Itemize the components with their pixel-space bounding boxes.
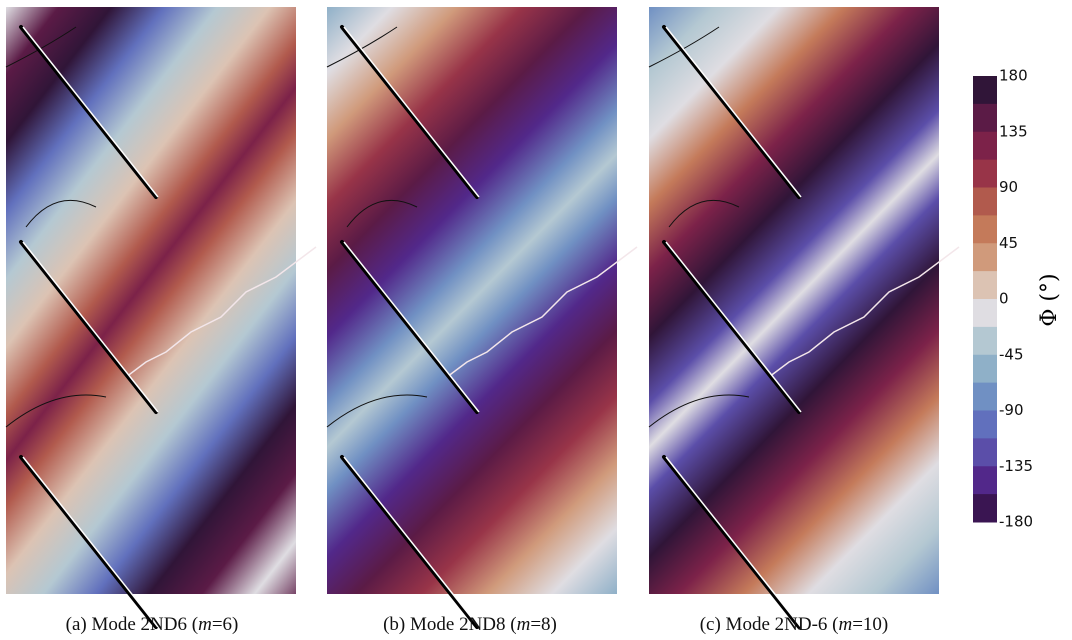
colorbar-tick-label: 0 <box>999 290 1009 308</box>
caption: (c) Mode 2ND-6 (m=10) <box>700 614 889 635</box>
caption-part: (c) Mode 2ND-6 ( <box>700 614 839 635</box>
colorbar-tick-label: -135 <box>999 457 1033 475</box>
colorbar-band <box>973 243 997 272</box>
phase-jump-line <box>125 246 317 378</box>
blade <box>662 240 801 414</box>
contour-line <box>5 26 107 428</box>
caption-part: =6) <box>212 614 239 635</box>
colorbar-band <box>973 271 997 300</box>
colorbar-band <box>973 215 997 244</box>
colorbar-tick-label: -90 <box>999 401 1024 419</box>
caption-part: (b) Mode 2ND8 ( <box>383 614 517 635</box>
colorbar-band <box>973 187 997 216</box>
phase-field <box>649 7 939 594</box>
blade <box>340 25 479 199</box>
colorbar-band <box>973 103 997 133</box>
blade <box>19 25 158 199</box>
phase-field <box>327 7 617 594</box>
colorbar-band <box>973 326 997 356</box>
blade-edge <box>343 456 480 628</box>
contour-line <box>326 26 428 428</box>
colorbar-band <box>973 438 997 467</box>
colorbar-band <box>973 494 997 523</box>
panels: (a) Mode 2ND6 (m=6) (b) Mode 2ND8 (m=8) (c… <box>5 7 960 635</box>
colorbar-tick-label: 135 <box>999 122 1028 140</box>
blade <box>662 455 801 629</box>
colorbar-tick-label: -45 <box>999 345 1024 363</box>
contour-panel: (b) Mode 2ND8 (m=8) <box>326 7 638 635</box>
caption-part: =10) <box>852 614 888 635</box>
blade-edge <box>665 241 802 413</box>
colorbar-tick-label: 180 <box>999 67 1028 85</box>
contour-panel: (a) Mode 2ND6 (m=6) <box>5 7 317 635</box>
phase-jump-line <box>446 246 638 378</box>
contour-panel: (c) Mode 2ND-6 (m=10) <box>648 7 960 635</box>
colorbar-tick-label: 45 <box>999 234 1018 252</box>
caption: (a) Mode 2ND6 (m=6) <box>66 614 239 635</box>
blade <box>19 240 158 414</box>
colorbar: 180 135 90 45 0 -45 -90 -135 -180 <box>973 67 1033 531</box>
blade-edge <box>665 26 802 198</box>
blade-edge <box>343 26 480 198</box>
colorbar-band <box>973 410 997 439</box>
blade-edge <box>343 241 480 413</box>
caption-part: (a) Mode 2ND6 ( <box>66 614 198 635</box>
colorbar-band <box>973 76 997 105</box>
contour-line <box>648 26 750 428</box>
caption-part: m <box>517 614 531 635</box>
blade-edge <box>22 26 159 198</box>
colorbar-band <box>973 382 997 411</box>
blade-edge <box>22 241 159 413</box>
colorbar-band <box>973 354 997 384</box>
blade <box>340 455 479 629</box>
caption-part: =8) <box>530 614 557 635</box>
blade <box>340 240 479 414</box>
blade <box>19 455 158 629</box>
blade-edge <box>22 456 159 628</box>
colorbar-band <box>973 466 997 495</box>
colorbar-band <box>973 131 997 161</box>
caption: (b) Mode 2ND8 (m=8) <box>383 614 557 635</box>
colorbar-label: Φ (°) <box>1037 273 1062 326</box>
blade-edge <box>665 456 802 628</box>
caption-part: m <box>838 614 852 635</box>
phase-jump-line <box>768 246 960 378</box>
colorbar-band <box>973 299 997 328</box>
colorbar-band <box>973 159 997 188</box>
colorbar-tick-label: -180 <box>999 513 1033 531</box>
phase-field <box>6 7 296 594</box>
colorbar-tick-label: 90 <box>999 178 1018 196</box>
blade <box>662 25 801 199</box>
caption-part: m <box>198 614 212 635</box>
